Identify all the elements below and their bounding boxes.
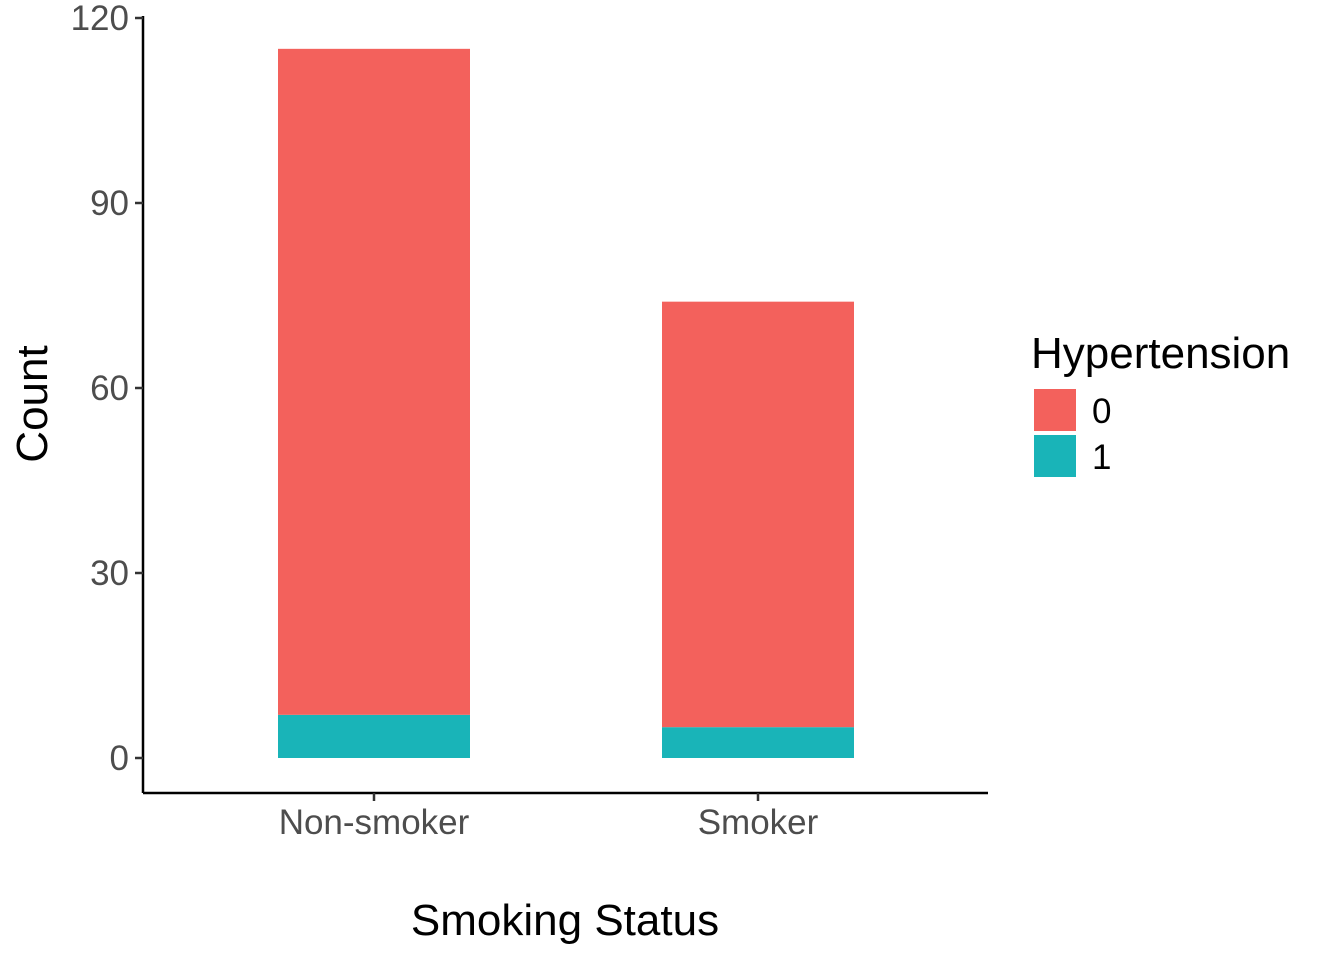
legend-label-1: 1	[1092, 438, 1111, 477]
y-tick-label: 60	[90, 369, 129, 408]
y-tick-label: 0	[110, 739, 129, 778]
legend: Hypertension 01	[1031, 329, 1290, 477]
y-tick-label: 90	[90, 184, 129, 223]
x-tick-label: Smoker	[698, 803, 819, 842]
legend-items: 01	[1034, 389, 1111, 477]
bar-segment-smoker-1	[662, 727, 854, 758]
bar-segment-smoker-0	[662, 301, 854, 728]
y-axis-title: Count	[8, 345, 57, 462]
y-tick-label: 120	[71, 0, 129, 38]
y-tick-label: 30	[90, 554, 129, 593]
bars	[278, 48, 854, 758]
x-axis-ticks: Non-smoker Smoker	[279, 793, 819, 842]
x-tick-label: Non-smoker	[279, 803, 470, 842]
legend-key-1	[1034, 435, 1076, 477]
bar-segment-non-smoker-0	[278, 48, 470, 715]
x-axis-title: Smoking Status	[411, 896, 719, 945]
legend-key-0	[1034, 389, 1076, 431]
legend-title: Hypertension	[1031, 329, 1290, 378]
plot-area: 0 30 60 90 120 Non-smoker Smoker	[71, 0, 988, 842]
legend-label-0: 0	[1092, 392, 1111, 431]
y-axis-ticks: 0 30 60 90 120	[71, 0, 143, 778]
bar-segment-non-smoker-1	[278, 714, 470, 758]
